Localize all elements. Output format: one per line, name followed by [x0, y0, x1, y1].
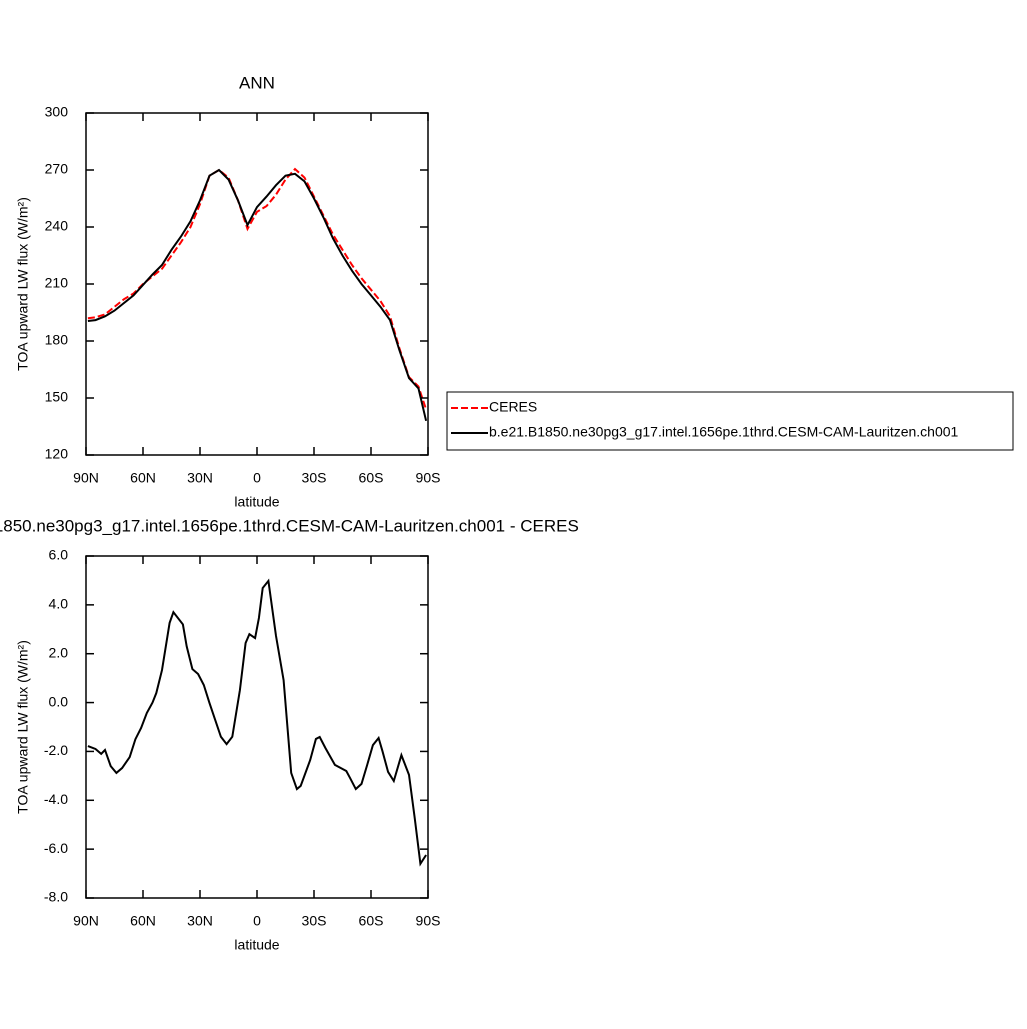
x-tick-label: 30N: [187, 470, 213, 486]
y-tick-label: 240: [45, 218, 69, 234]
x-tick-label: 90S: [416, 913, 441, 929]
y-tick-label: -2.0: [44, 742, 68, 758]
plot-frame: [85, 555, 429, 899]
x-axis-label: latitude: [234, 937, 279, 953]
y-tick-label: -4.0: [44, 791, 68, 807]
x-tick-label: 30S: [302, 470, 327, 486]
y-axis-label: TOA upward LW flux (W/m²): [15, 197, 31, 371]
y-tick-label: -8.0: [44, 889, 68, 905]
y-axis-label: TOA upward LW flux (W/m²): [15, 640, 31, 814]
y-tick-label: 300: [45, 104, 69, 120]
x-tick-label: 90S: [416, 470, 441, 486]
series-line: [87, 578, 427, 867]
x-tick-label: 90N: [73, 913, 99, 929]
x-tick-label: 0: [253, 470, 261, 486]
x-tick-label: 60N: [130, 913, 156, 929]
x-tick-label: 30S: [302, 913, 327, 929]
y-tick-label: 4.0: [49, 596, 69, 612]
y-tick-label: 2.0: [49, 644, 69, 660]
legend-box: [446, 391, 1014, 451]
chart-title: b.e21.B1850.ne30pg3_g17.intel.1656pe.1th…: [0, 516, 579, 535]
y-tick-label: 270: [45, 161, 69, 177]
y-tick-label: -6.0: [44, 840, 68, 856]
plot-frame: [85, 112, 429, 456]
x-tick-label: 60S: [359, 913, 384, 929]
y-tick-label: 150: [45, 389, 69, 405]
x-axis-label: latitude: [234, 494, 279, 510]
legend-label: CERES: [489, 399, 537, 415]
x-tick-label: 90N: [73, 470, 99, 486]
y-tick-label: 180: [45, 332, 69, 348]
y-tick-label: 0.0: [49, 693, 69, 709]
x-tick-label: 60N: [130, 470, 156, 486]
x-tick-label: 30N: [187, 913, 213, 929]
series-line: [87, 168, 428, 422]
legend-label: b.e21.B1850.ne30pg3_g17.intel.1656pe.1th…: [489, 424, 959, 440]
x-tick-label: 0: [253, 913, 261, 929]
y-tick-label: 120: [45, 446, 69, 462]
x-tick-label: 60S: [359, 470, 384, 486]
chart-title: ANN: [239, 73, 275, 92]
y-tick-label: 6.0: [49, 547, 69, 563]
y-tick-label: 210: [45, 275, 69, 291]
